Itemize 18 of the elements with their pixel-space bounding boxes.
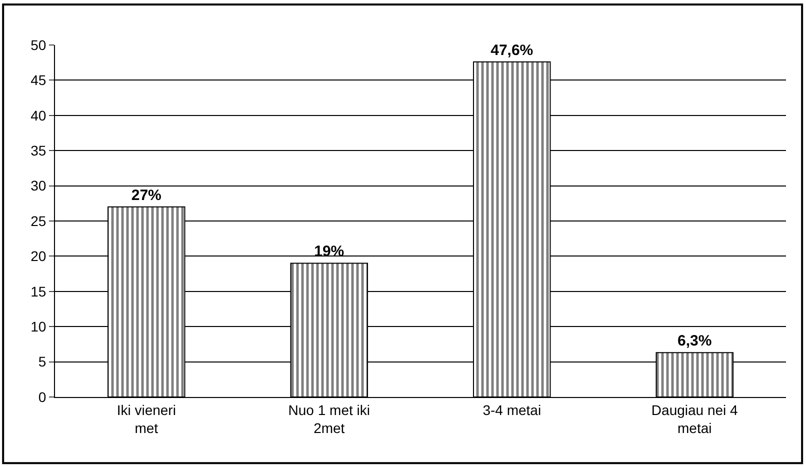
y-tick-label: 25	[30, 212, 46, 229]
data-label: 6,3%	[678, 332, 712, 350]
data-label: 27%	[131, 186, 162, 204]
x-tick-label: Iki vieneri met	[116, 402, 176, 436]
data-label: 47,6%	[490, 42, 534, 59]
x-tick-label: Daugiau nei 4 metai	[651, 402, 738, 436]
x-tick-label: Nuo 1 met iki 2met	[288, 402, 370, 436]
x-tick-label: 3-4 metai	[482, 402, 542, 418]
y-tick-label: 50	[30, 36, 46, 53]
y-tick-label: 20	[30, 248, 46, 264]
y-tick-label: 15	[30, 283, 46, 300]
y-tick-label: 5	[38, 354, 46, 370]
y-tick-label: 30	[30, 178, 46, 194]
y-tick-label: 35	[30, 142, 46, 158]
y-tick-label: 0	[38, 388, 46, 405]
y-tick-label: 10	[30, 318, 46, 334]
y-tick-label: 40	[30, 107, 46, 124]
y-tick-label: 45	[30, 72, 46, 88]
